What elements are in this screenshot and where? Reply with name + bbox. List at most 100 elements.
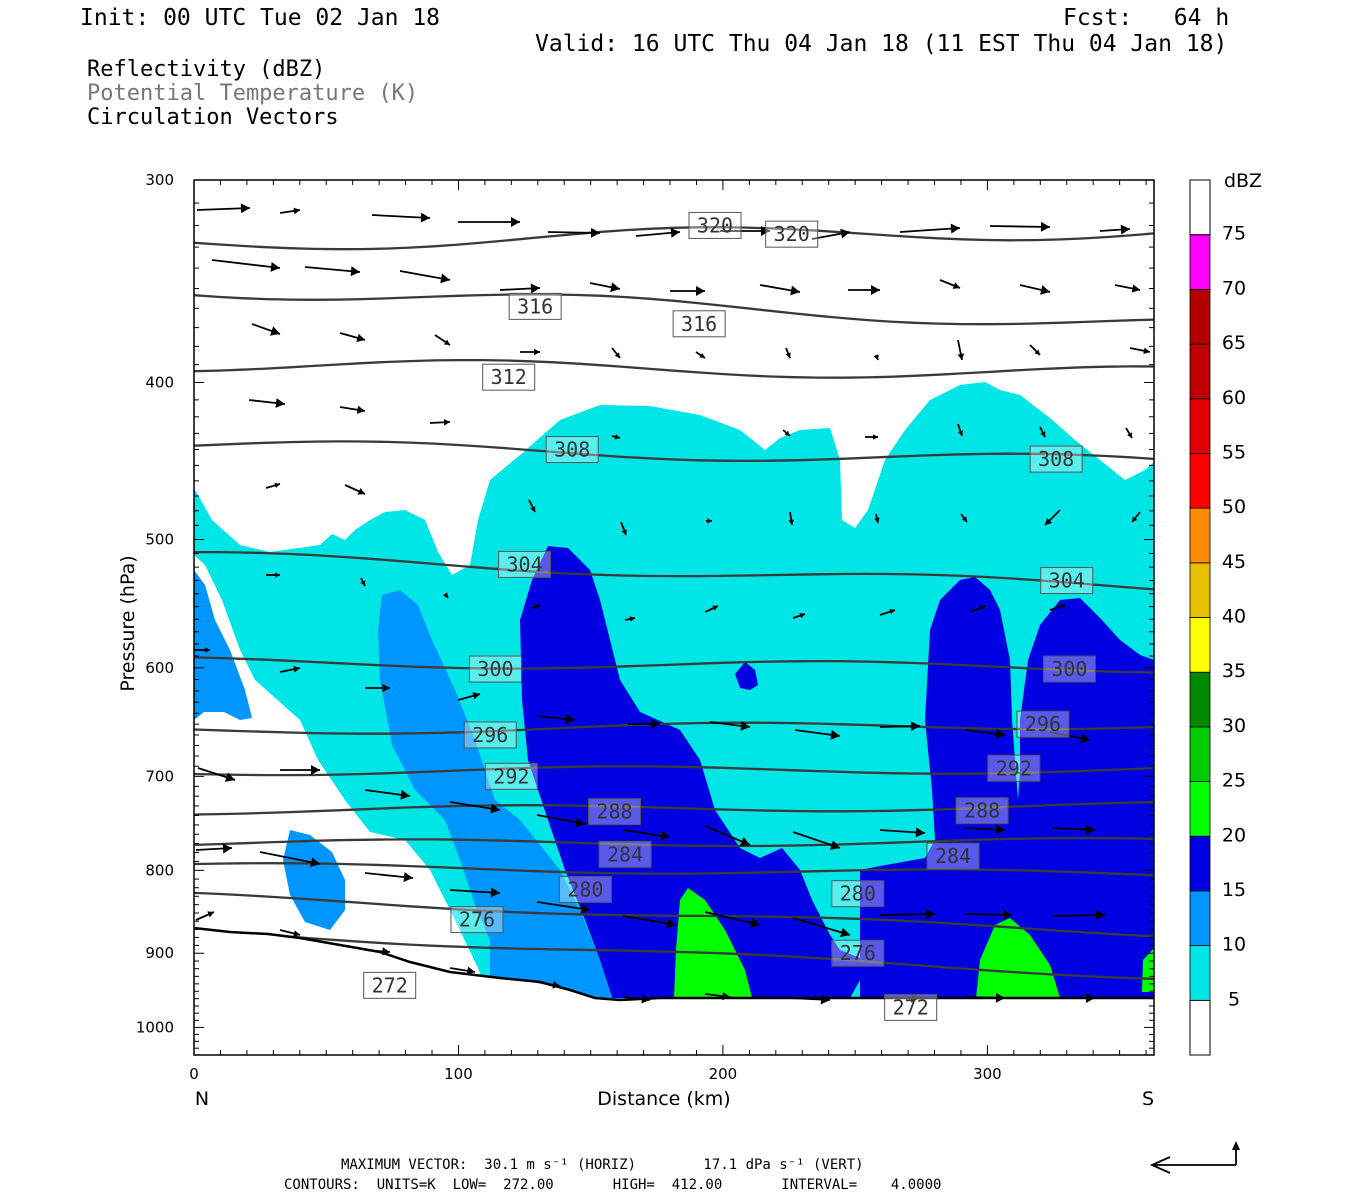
- wind-vector: [536, 901, 591, 914]
- colorbar-level: 50: [1222, 496, 1246, 518]
- wind-vector: [620, 521, 627, 536]
- contour-label: 308: [554, 438, 590, 462]
- vector-head: [799, 612, 805, 619]
- wind-vector: [520, 348, 540, 356]
- vector-head: [1045, 518, 1052, 525]
- wind-vector: [794, 729, 841, 740]
- wind-vector: [449, 966, 476, 975]
- vector-head: [1086, 993, 1095, 1003]
- theta-contour-292: [194, 765, 1154, 777]
- vector-shaft: [792, 917, 851, 936]
- contour-label: 320: [774, 222, 810, 246]
- wind-vector: [1044, 509, 1061, 526]
- vector-head: [580, 903, 590, 914]
- wind-vector: [611, 434, 621, 440]
- contour-label-box: [508, 292, 562, 320]
- theta-contour-308: [194, 440, 1154, 463]
- wind-vector: [1131, 511, 1141, 523]
- vector-head: [889, 608, 895, 615]
- colorbar-level: 55: [1222, 441, 1246, 463]
- contour-label-box: [598, 840, 652, 868]
- y-tick-label: 300: [145, 171, 174, 189]
- contour-label-box: [926, 842, 980, 870]
- vector-head: [1002, 909, 1012, 920]
- wind-vector: [989, 221, 1051, 232]
- vector-head: [360, 580, 366, 586]
- vector-head: [530, 506, 536, 512]
- wind-vector: [785, 347, 791, 359]
- vector-head: [699, 352, 705, 358]
- wind-vector: [1019, 284, 1051, 295]
- wind-vector: [251, 323, 281, 336]
- colorbar-level: 15: [1222, 879, 1246, 901]
- vector-head: [610, 282, 620, 293]
- colorbar-box: [1189, 453, 1211, 509]
- vector-head: [382, 683, 390, 693]
- theta-contour-300: [194, 656, 1154, 674]
- wind-vector: [1051, 824, 1096, 835]
- vector-head: [707, 518, 712, 524]
- vector-head: [910, 721, 920, 732]
- wind-vector: [364, 947, 391, 956]
- vector-shaft: [989, 225, 1051, 228]
- wind-vector: [1060, 993, 1095, 1003]
- contour-label: 320: [697, 213, 733, 237]
- y-tick-label: 400: [145, 373, 174, 391]
- wind-vector: [1099, 224, 1131, 235]
- colorbar-box: [1189, 179, 1211, 236]
- vector-head: [784, 430, 790, 436]
- wind-vector: [622, 994, 651, 1004]
- theta-contour-316: [194, 293, 1154, 326]
- wind-vector: [706, 518, 712, 524]
- contour-label-box: [688, 211, 742, 239]
- vector-head: [490, 803, 500, 814]
- contour-label: 276: [840, 941, 876, 965]
- vector-head: [443, 419, 450, 426]
- vector-head: [790, 285, 800, 296]
- vector-head: [356, 405, 365, 414]
- vector-head: [915, 827, 925, 838]
- vector-head: [660, 830, 670, 841]
- vector-head: [873, 354, 879, 360]
- wind-vector: [339, 332, 366, 343]
- wind-vector: [880, 993, 920, 1003]
- wind-vector: [279, 207, 301, 215]
- vector-head: [629, 616, 635, 622]
- colorbar-level: 30: [1222, 715, 1246, 737]
- contour-label-box: [831, 939, 885, 967]
- vector-shaft: [211, 259, 281, 269]
- wind-vector: [458, 217, 520, 227]
- vector-head: [270, 262, 280, 272]
- vector-head: [1034, 349, 1040, 355]
- colorbar-box: [1189, 890, 1211, 947]
- contour-label: 272: [372, 973, 408, 997]
- wind-vector: [792, 917, 851, 938]
- refl-5-region: [194, 382, 1154, 1000]
- contour-label-box: [955, 797, 1009, 825]
- vector-head: [534, 348, 540, 356]
- contour-label-box: [1040, 567, 1094, 595]
- contour-label-box: [884, 993, 938, 1021]
- below-ground: [194, 928, 1154, 1055]
- vector-head: [641, 994, 650, 1004]
- wind-vector: [304, 266, 361, 277]
- wind-vector: [624, 616, 636, 622]
- vector-shaft: [371, 214, 431, 219]
- wind-vector: [879, 721, 921, 732]
- vector-head: [293, 930, 300, 937]
- refl-10-region: [194, 570, 612, 1000]
- colorbar-level: 20: [1222, 824, 1246, 846]
- vector-head: [534, 604, 540, 610]
- colorbar-level: 25: [1222, 770, 1246, 792]
- vector-head: [839, 927, 850, 938]
- wind-vector: [265, 482, 281, 489]
- wind-vector: [1125, 427, 1133, 439]
- vector-head: [205, 647, 210, 653]
- vector-head: [830, 729, 840, 740]
- wind-vector: [792, 831, 841, 850]
- wind-vector: [964, 824, 1006, 835]
- wind-vector: [874, 513, 880, 524]
- vector-head: [1120, 224, 1130, 235]
- wind-vector: [622, 829, 671, 841]
- refl-15-region: [520, 546, 860, 998]
